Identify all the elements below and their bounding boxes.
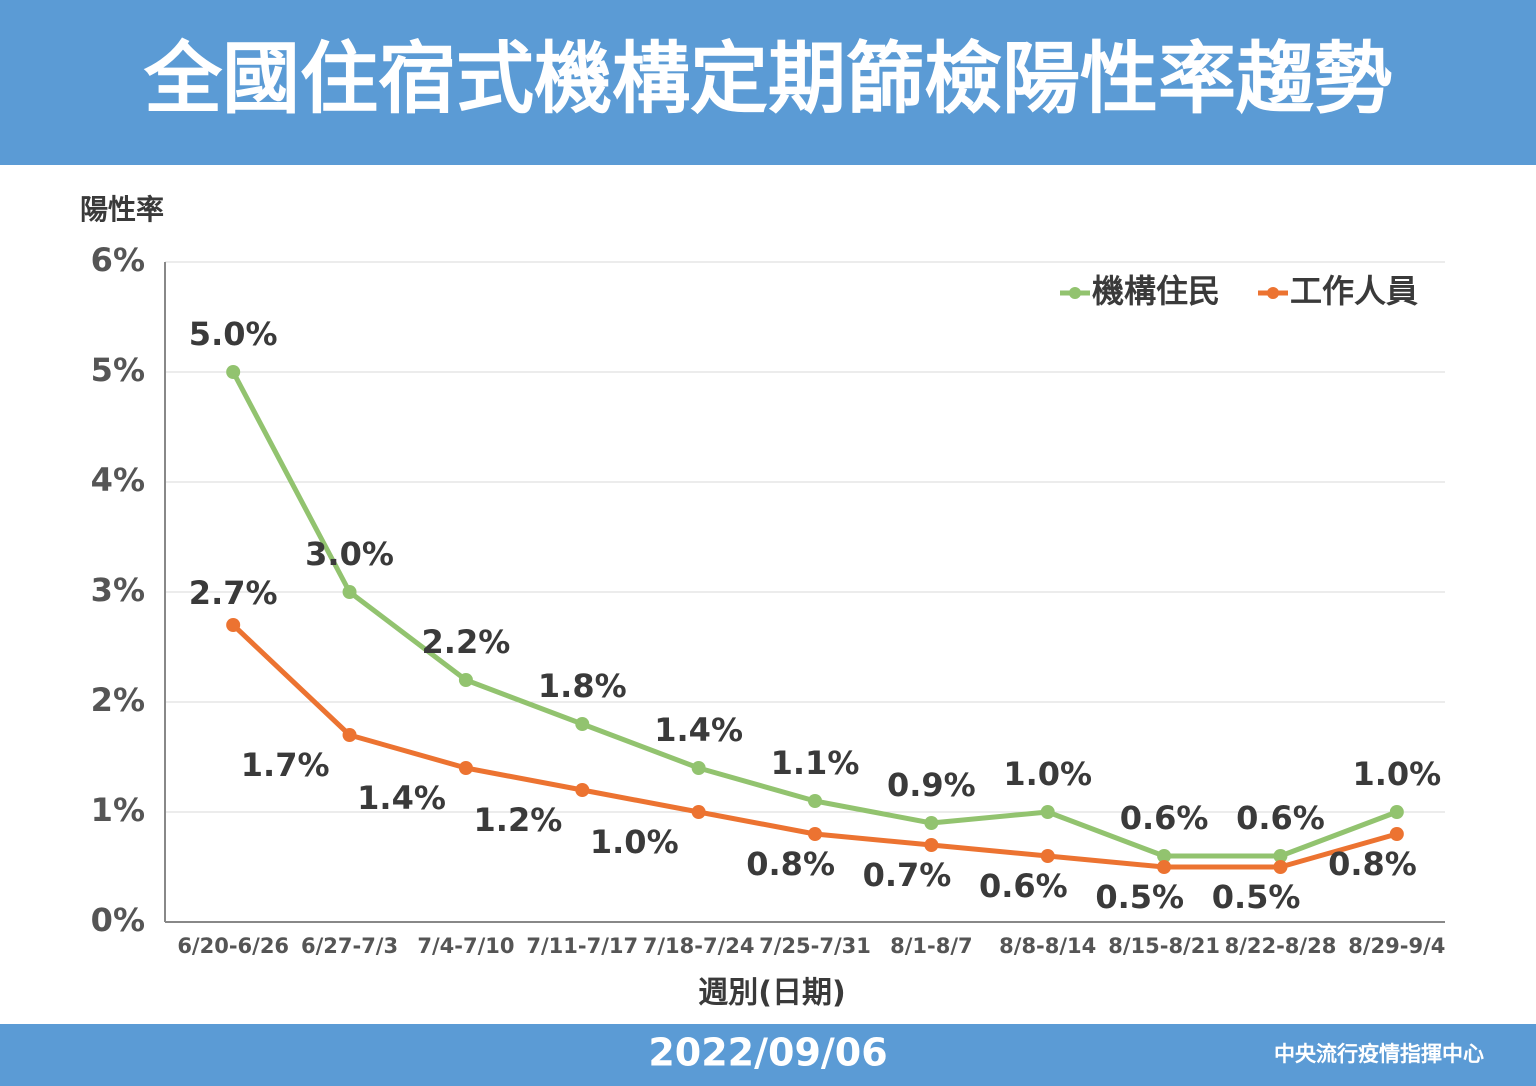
data-point bbox=[1040, 849, 1055, 863]
data-point bbox=[1273, 860, 1288, 874]
x-tick-label: 7/4-7/10 bbox=[417, 934, 514, 958]
data-label: 1.0% bbox=[1003, 755, 1092, 793]
data-point bbox=[458, 761, 473, 775]
data-label: 5.0% bbox=[189, 315, 278, 353]
x-tick-label: 8/8-8/14 bbox=[999, 934, 1096, 958]
data-point bbox=[924, 816, 939, 830]
y-tick-label: 2% bbox=[91, 681, 145, 719]
data-label: 0.8% bbox=[1328, 845, 1417, 883]
data-label: 2.2% bbox=[422, 623, 511, 661]
data-point bbox=[691, 761, 706, 775]
data-point bbox=[342, 585, 357, 599]
data-point bbox=[808, 794, 822, 808]
data-label: 3.0% bbox=[305, 535, 394, 573]
data-point bbox=[1157, 860, 1172, 874]
x-axis-title: 週別(日期) bbox=[698, 976, 845, 1011]
y-tick-label: 5% bbox=[91, 351, 145, 389]
data-point bbox=[342, 728, 357, 742]
data-point bbox=[1389, 827, 1404, 841]
x-tick-label: 8/15-8/21 bbox=[1108, 934, 1220, 958]
data-label: 1.1% bbox=[771, 744, 860, 782]
data-point bbox=[458, 673, 473, 687]
data-label: 0.5% bbox=[1095, 878, 1184, 916]
data-label: 2.7% bbox=[189, 574, 278, 612]
data-point bbox=[575, 783, 590, 797]
y-tick-label: 6% bbox=[91, 241, 145, 279]
y-axis-title: 陽性率 bbox=[80, 193, 164, 226]
x-tick-label: 8/1-8/7 bbox=[890, 934, 973, 958]
data-point bbox=[924, 838, 939, 852]
y-tick-label: 0% bbox=[91, 901, 145, 939]
x-tick-label: 7/11-7/17 bbox=[526, 934, 638, 958]
data-label: 0.7% bbox=[863, 856, 952, 894]
data-label: 1.4% bbox=[357, 779, 446, 817]
data-point bbox=[575, 717, 590, 731]
y-tick-label: 4% bbox=[91, 461, 145, 499]
x-tick-label: 7/25-7/31 bbox=[759, 934, 871, 958]
legend-marker bbox=[1069, 287, 1081, 299]
data-point bbox=[226, 618, 241, 632]
x-tick-label: 7/18-7/24 bbox=[643, 934, 755, 958]
data-label: 1.2% bbox=[474, 801, 563, 839]
y-tick-label: 1% bbox=[91, 791, 145, 829]
x-tick-label: 6/20-6/26 bbox=[177, 934, 289, 958]
data-point bbox=[1040, 805, 1055, 819]
data-label: 1.0% bbox=[1352, 755, 1441, 793]
data-point bbox=[691, 805, 706, 819]
data-label: 0.8% bbox=[746, 845, 835, 883]
data-label: 0.5% bbox=[1212, 878, 1301, 916]
y-tick-label: 3% bbox=[91, 571, 145, 609]
data-point bbox=[226, 365, 241, 379]
legend-label: 工作人員 bbox=[1290, 272, 1418, 310]
x-tick-label: 6/27-7/3 bbox=[301, 934, 398, 958]
data-label: 0.6% bbox=[979, 867, 1068, 905]
footer-source: 中央流行疫情指揮中心 bbox=[1274, 1042, 1484, 1066]
data-label: 1.0% bbox=[590, 823, 679, 861]
data-point bbox=[1157, 849, 1172, 863]
footer-band bbox=[0, 1024, 1536, 1086]
header-band bbox=[0, 0, 1536, 165]
page-title: 全國住宿式機構定期篩檢陽性率趨勢 bbox=[143, 34, 1392, 124]
x-tick-label: 8/29-9/4 bbox=[1348, 934, 1445, 958]
data-label: 0.9% bbox=[887, 766, 976, 804]
data-point bbox=[1273, 849, 1288, 863]
data-point bbox=[1389, 805, 1404, 819]
data-label: 1.7% bbox=[241, 746, 330, 784]
legend-label: 機構住民 bbox=[1092, 272, 1220, 310]
data-label: 0.6% bbox=[1120, 799, 1209, 837]
legend-marker bbox=[1267, 287, 1279, 299]
footer-date: 2022/09/06 bbox=[648, 1031, 887, 1075]
data-point bbox=[808, 827, 822, 841]
x-tick-label: 8/22-8/28 bbox=[1225, 934, 1337, 958]
data-label: 1.8% bbox=[538, 667, 627, 705]
data-label: 0.6% bbox=[1236, 799, 1325, 837]
data-label: 1.4% bbox=[654, 711, 743, 749]
